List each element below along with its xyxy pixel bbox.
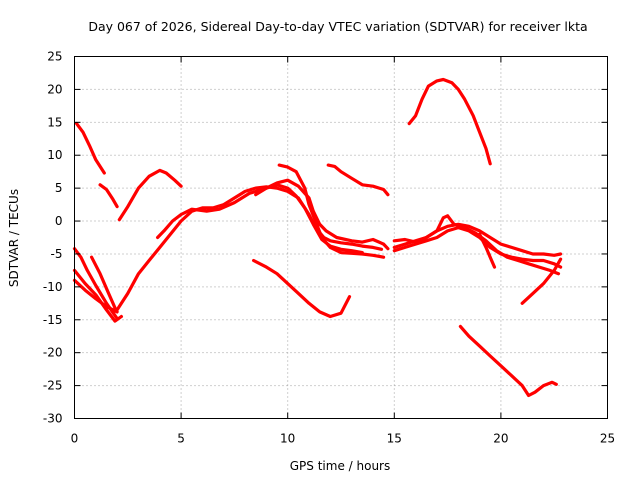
series-arc-18 xyxy=(478,232,497,269)
series-arc-11 xyxy=(277,163,386,259)
y-tick-label: -20 xyxy=(43,346,63,360)
y-tick-label: 25 xyxy=(47,50,62,64)
series-arc-12 xyxy=(252,258,352,319)
series-arc-8 xyxy=(115,185,384,312)
series-arc-14 xyxy=(407,77,492,166)
y-axis-label: SDTVAR / TECUs xyxy=(7,189,21,287)
plot-frame xyxy=(74,56,608,419)
series-arc-16 xyxy=(392,214,561,276)
grid-lines xyxy=(74,56,608,419)
y-tick-label: -5 xyxy=(51,247,63,261)
y-tick-label: -15 xyxy=(43,313,63,327)
y-tick-label: 10 xyxy=(47,148,62,162)
y-tick-label: 15 xyxy=(47,115,62,129)
x-tick-label: 5 xyxy=(177,432,185,446)
y-tick-label: -30 xyxy=(43,412,63,426)
chart-title: Day 067 of 2026, Sidereal Day-to-day VTE… xyxy=(88,19,587,34)
x-tick-label: 10 xyxy=(280,432,295,446)
x-tick-label: 25 xyxy=(600,432,615,446)
series-arc-10 xyxy=(254,178,390,251)
axis-ticks xyxy=(74,56,608,419)
data-series xyxy=(72,77,563,398)
series-arc-7 xyxy=(89,255,117,310)
x-tick-labels: 0 5 10 15 20 25 xyxy=(71,432,615,446)
y-tick-label: -10 xyxy=(43,280,63,294)
x-axis-label: GPS time / hours xyxy=(290,459,391,473)
y-tick-label: 0 xyxy=(55,214,63,228)
series-arc-6 xyxy=(72,278,119,314)
x-tick-label: 15 xyxy=(387,432,402,446)
series-arc-13 xyxy=(326,163,390,197)
x-tick-label: 20 xyxy=(493,432,508,446)
series-arc-20 xyxy=(458,324,558,398)
y-tick-labels: -30 -25 -20 -15 -10 -5 0 5 10 15 20 25 xyxy=(43,50,63,426)
series-arc-1 xyxy=(74,121,106,175)
y-tick-label: -25 xyxy=(43,379,63,393)
series-arc-19 xyxy=(520,257,563,305)
series-arc-2 xyxy=(98,183,119,209)
y-tick-label: 5 xyxy=(55,181,63,195)
series-arc-3 xyxy=(117,168,183,222)
y-tick-label: 20 xyxy=(47,82,62,96)
x-tick-label: 0 xyxy=(71,432,79,446)
